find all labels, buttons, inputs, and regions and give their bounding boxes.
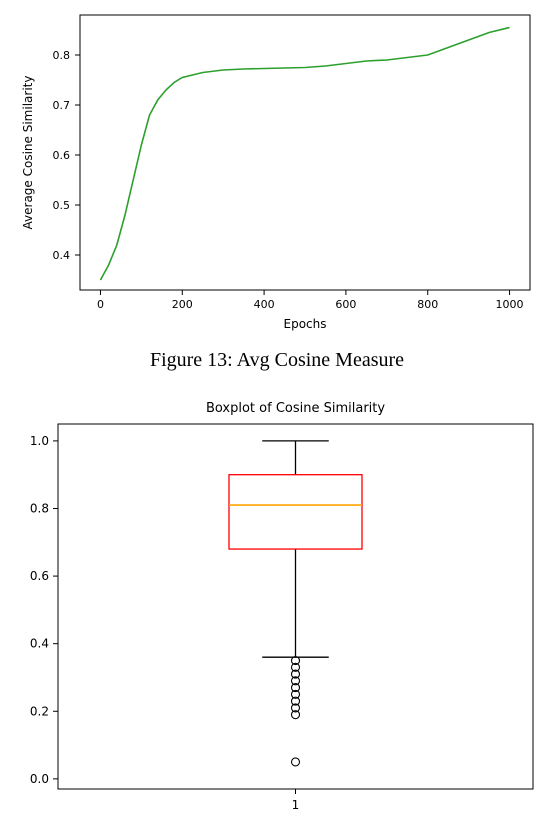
svg-text:400: 400 xyxy=(254,298,275,311)
svg-text:Boxplot of Cosine Similarity: Boxplot of Cosine Similarity xyxy=(206,401,385,416)
svg-text:0.8: 0.8 xyxy=(30,501,49,515)
boxplot-cosine-similarity: Boxplot of Cosine Similarity 0.0 0.2 0.4 0.6… xyxy=(3,394,551,819)
svg-text:0.7: 0.7 xyxy=(53,99,71,112)
page-container: 0 200 400 600 800 1000 Epochs 0.4 0.5 0.6 0.7 0.8 Av… xyxy=(0,0,554,820)
svg-text:0.5: 0.5 xyxy=(53,199,71,212)
svg-text:0.4: 0.4 xyxy=(53,249,71,262)
svg-text:0.0: 0.0 xyxy=(30,772,49,786)
svg-text:0.2: 0.2 xyxy=(30,704,49,718)
svg-text:1000: 1000 xyxy=(496,298,524,311)
svg-text:1: 1 xyxy=(292,798,300,812)
svg-text:0.6: 0.6 xyxy=(53,149,71,162)
svg-text:Epochs: Epochs xyxy=(284,317,327,331)
svg-text:0.4: 0.4 xyxy=(30,637,49,651)
figure-13-caption: Figure 13: Avg Cosine Measure xyxy=(0,349,554,372)
line-chart-avg-cosine: 0 200 400 600 800 1000 Epochs 0.4 0.5 0.6 0.7 0.8 Av… xyxy=(0,0,554,340)
svg-text:Average Cosine Similarity: Average Cosine Similarity xyxy=(21,76,35,230)
figure-13-block: 0 200 400 600 800 1000 Epochs 0.4 0.5 0.6 0.7 0.8 Av… xyxy=(0,0,554,372)
svg-text:0: 0 xyxy=(97,298,104,311)
svg-text:1.0: 1.0 xyxy=(30,434,49,448)
svg-text:0.8: 0.8 xyxy=(53,49,71,62)
svg-text:200: 200 xyxy=(172,298,193,311)
svg-text:600: 600 xyxy=(335,298,356,311)
svg-text:0.6: 0.6 xyxy=(30,569,49,583)
svg-text:800: 800 xyxy=(417,298,438,311)
figure-14-block: Boxplot of Cosine Similarity 0.0 0.2 0.4 0.6… xyxy=(3,394,551,824)
